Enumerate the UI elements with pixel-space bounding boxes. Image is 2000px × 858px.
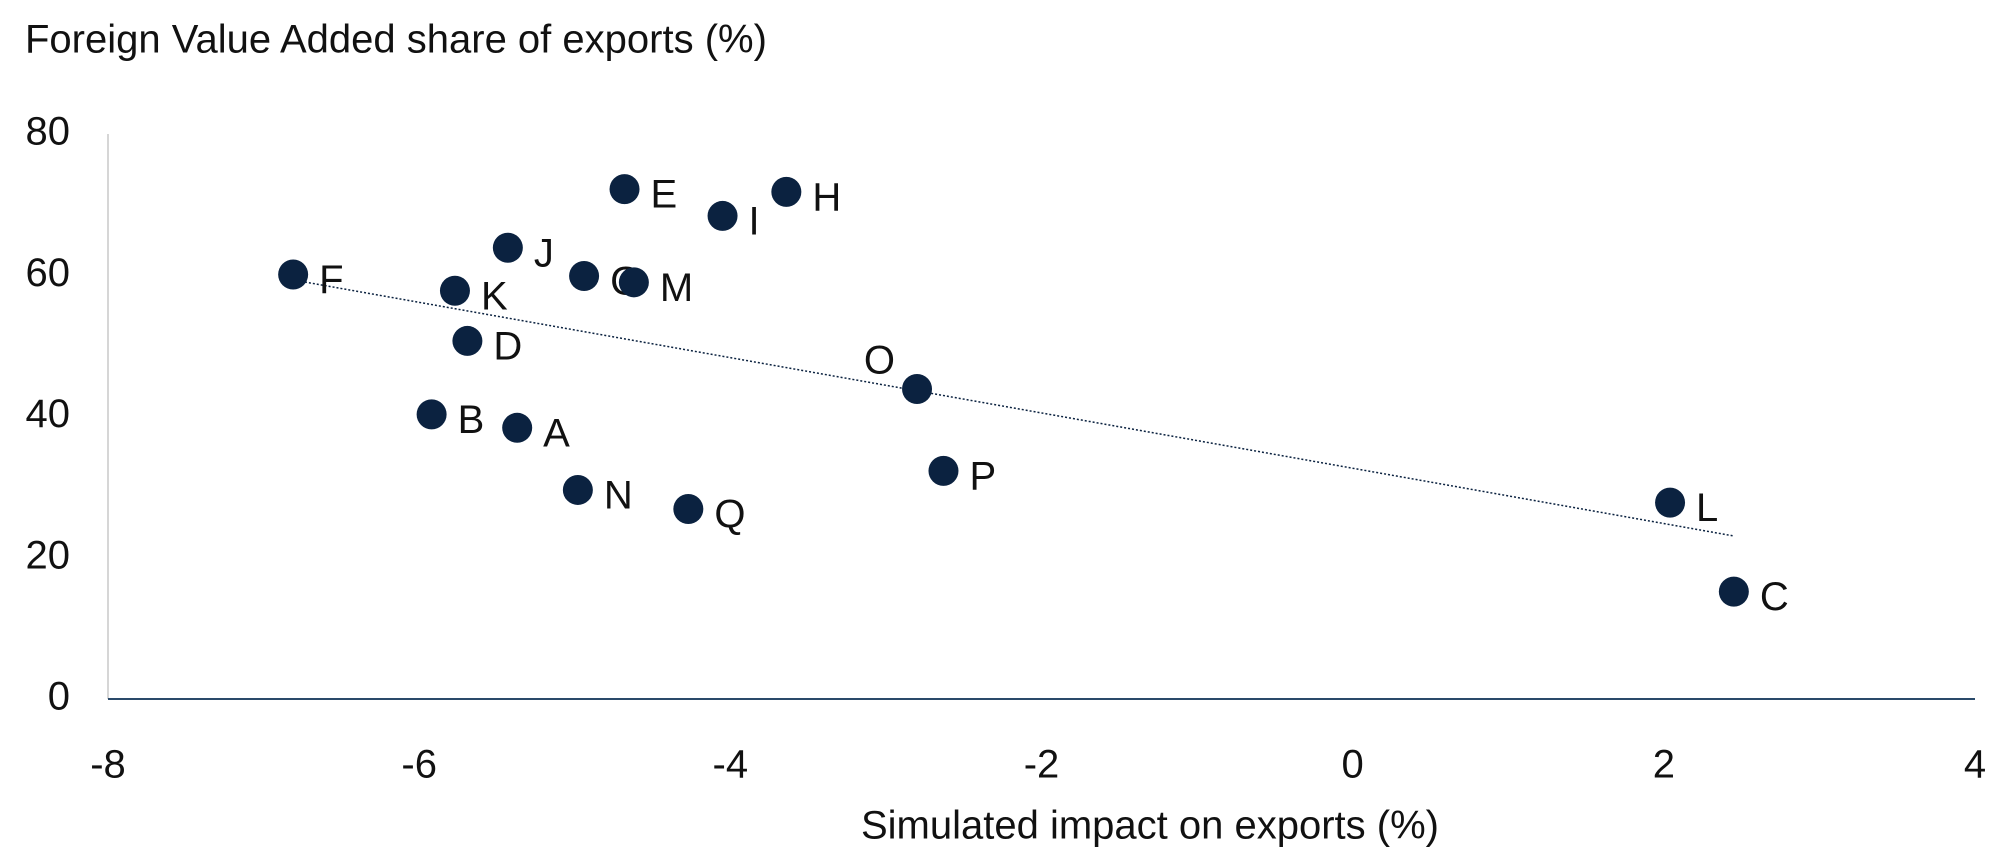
point-label: H bbox=[812, 175, 841, 219]
point bbox=[1655, 487, 1686, 518]
trendline bbox=[293, 279, 1734, 537]
x-tick-label: -8 bbox=[90, 743, 126, 787]
point bbox=[416, 399, 447, 430]
point bbox=[569, 260, 600, 291]
y-tick-label: 0 bbox=[48, 675, 70, 719]
y-tick-label: 60 bbox=[26, 251, 71, 295]
point-label: C bbox=[1760, 575, 1789, 619]
point-label: K bbox=[481, 274, 508, 318]
x-tick-label: -2 bbox=[1024, 743, 1060, 787]
point-label: N bbox=[604, 474, 633, 518]
x-tick-label: 4 bbox=[1964, 743, 1986, 787]
point bbox=[609, 174, 640, 205]
point bbox=[562, 474, 593, 505]
point bbox=[902, 373, 933, 404]
point bbox=[278, 259, 309, 290]
point-label: D bbox=[493, 324, 522, 368]
x-tick-label: -4 bbox=[713, 743, 749, 787]
point-label: P bbox=[969, 454, 996, 498]
y-axis-title: Foreign Value Added share of exports (%) bbox=[25, 18, 767, 62]
x-tick-label: 0 bbox=[1342, 743, 1364, 787]
x-tick-label: -6 bbox=[401, 743, 437, 787]
point bbox=[673, 494, 704, 525]
point-label: M bbox=[660, 266, 693, 310]
point-label: Q bbox=[714, 493, 745, 537]
point bbox=[492, 232, 523, 263]
point-label: L bbox=[1696, 486, 1718, 530]
point-label: A bbox=[543, 411, 570, 455]
point bbox=[502, 412, 533, 443]
point-label: I bbox=[749, 199, 760, 243]
point bbox=[707, 200, 738, 231]
y-tick-label: 80 bbox=[26, 110, 71, 154]
point bbox=[771, 176, 802, 207]
point-label: F bbox=[319, 258, 343, 302]
y-tick-label: 20 bbox=[26, 533, 71, 577]
point bbox=[928, 455, 959, 486]
point-label: O bbox=[864, 339, 895, 383]
y-tick-label: 40 bbox=[26, 392, 71, 436]
x-axis-title: Simulated impact on exports (%) bbox=[861, 804, 1439, 848]
point bbox=[1718, 576, 1749, 607]
point-label: J bbox=[534, 231, 554, 275]
point-label: E bbox=[651, 173, 678, 217]
point-label: B bbox=[458, 398, 485, 442]
point bbox=[452, 325, 483, 356]
point bbox=[618, 267, 649, 298]
x-tick-label: 2 bbox=[1653, 743, 1675, 787]
point bbox=[439, 275, 470, 306]
